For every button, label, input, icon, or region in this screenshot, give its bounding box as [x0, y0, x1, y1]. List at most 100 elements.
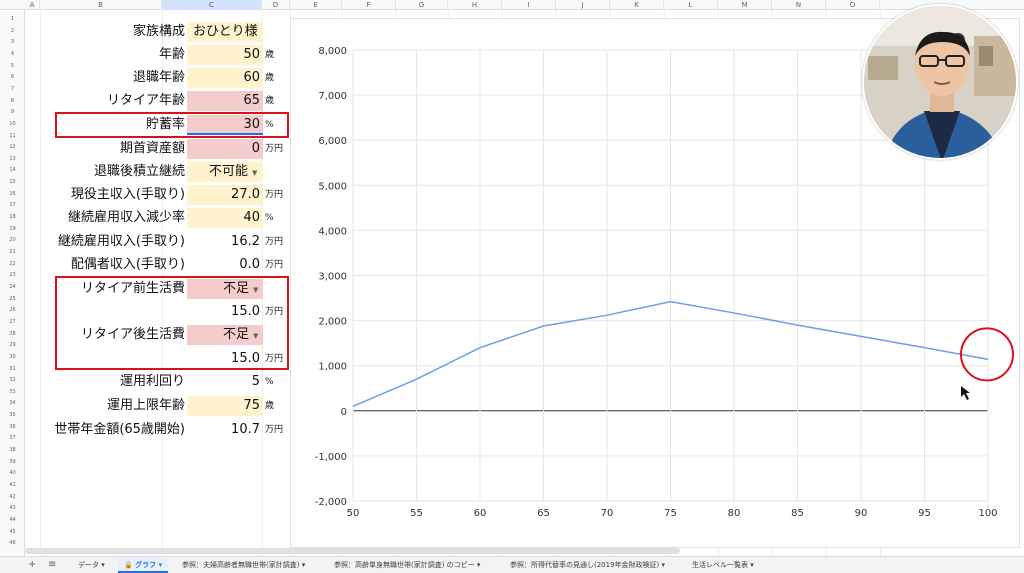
rehire-cut-input[interactable]: 40: [187, 208, 263, 228]
column-header-cell[interactable]: I: [502, 0, 556, 10]
presenter-image: [864, 6, 1016, 158]
row-header-cell[interactable]: 33: [9, 388, 16, 395]
row-header-cell[interactable]: 40: [9, 470, 16, 477]
pension-value: 10.7: [231, 422, 260, 437]
row-header-cell[interactable]: 34: [9, 400, 16, 407]
row-header-cell[interactable]: 7: [10, 85, 15, 92]
row-header-cell[interactable]: 30: [9, 353, 16, 360]
row-header-cell[interactable]: 41: [9, 482, 16, 488]
post-living-select[interactable]: 不足 ▼: [187, 325, 263, 345]
presenter-avatar: [862, 4, 1018, 160]
row-header-cell[interactable]: 29: [9, 342, 16, 349]
row-header-cell[interactable]: 36: [9, 423, 16, 430]
row-header-cell[interactable]: 45: [9, 528, 16, 535]
dropdown-arrow-icon: ▾: [661, 561, 666, 569]
column-header-cell[interactable]: L: [664, 0, 718, 10]
row-header-cell[interactable]: 4: [10, 50, 15, 57]
row-header-cell[interactable]: 15: [9, 179, 16, 186]
row-header-cell[interactable]: 9: [10, 109, 15, 116]
column-header-cell[interactable]: K: [610, 0, 664, 10]
column-header-cell[interactable]: A: [25, 0, 40, 10]
all-sheets-menu-icon[interactable]: ≡: [48, 559, 57, 570]
row-header-cell[interactable]: 21: [9, 249, 16, 255]
row-header-cell[interactable]: 16: [9, 190, 16, 197]
tab-ref-replacement-rate[interactable]: 参照：所得代替率の見通し(2019年金財政検証) ▾: [504, 557, 671, 573]
row-header-cell[interactable]: 13: [9, 155, 16, 162]
column-header-cell[interactable]: C: [162, 0, 262, 10]
tab-data[interactable]: データ ▾: [72, 557, 111, 573]
add-sheet-icon[interactable]: +: [28, 559, 37, 570]
tab-living-level[interactable]: 生活レベル一覧表 ▾: [686, 557, 760, 573]
income-input[interactable]: 27.0: [187, 185, 263, 205]
row-header-cell[interactable]: 6: [10, 74, 15, 81]
row-header-cell[interactable]: 42: [9, 493, 16, 500]
row-header-cell[interactable]: 19: [9, 225, 16, 232]
row-header-cell[interactable]: 18: [9, 214, 16, 221]
row-header-cell[interactable]: 38: [9, 447, 16, 454]
row-header-cell[interactable]: 28: [9, 330, 16, 337]
horizontal-scrollbar[interactable]: [25, 548, 680, 554]
label-pension: 世帯年金額(65歳開始): [54, 422, 185, 437]
column-header-cell[interactable]: N: [772, 0, 826, 10]
row-header-cell[interactable]: 39: [9, 458, 16, 465]
row-header-cell[interactable]: 14: [9, 167, 16, 174]
row-header-cell[interactable]: 32: [9, 377, 16, 384]
tab-graph[interactable]: 🔒 グラフ ▾: [118, 557, 169, 573]
row-retire-age: 退職年齢: [25, 67, 187, 89]
row-header-cell[interactable]: 31: [9, 365, 16, 372]
column-header-cell[interactable]: M: [718, 0, 772, 10]
row-header-cell[interactable]: 22: [9, 260, 16, 267]
tab-label: 参照：所得代替率の見通し(2019年金財政検証): [510, 561, 660, 569]
max-age-input[interactable]: 75: [187, 396, 263, 416]
row-header-cell[interactable]: 43: [9, 505, 16, 512]
row-header-cell[interactable]: 10: [9, 120, 16, 127]
column-header-cell[interactable]: B: [40, 0, 162, 10]
row-header-cell[interactable]: 46: [9, 540, 16, 547]
row-header-cell[interactable]: 20: [9, 237, 16, 244]
row-header-cell[interactable]: 3: [10, 39, 15, 46]
tab-ref-couple[interactable]: 参照：夫婦高齢者無職世帯(家計調査) ▾: [176, 557, 311, 573]
row-header-cell[interactable]: 44: [9, 516, 16, 523]
continue-saving-select[interactable]: 不可能 ▼: [187, 162, 263, 182]
row-header-cell[interactable]: 35: [9, 412, 16, 419]
retire-age2-input[interactable]: 65: [187, 91, 263, 111]
row-header-cell[interactable]: 23: [9, 272, 16, 279]
age-input[interactable]: 50: [187, 45, 263, 65]
label-family: 家族構成: [132, 24, 185, 39]
row-header-cell[interactable]: 12: [9, 144, 16, 151]
column-header-cell[interactable]: G: [396, 0, 448, 10]
row-header-cell[interactable]: 8: [10, 97, 15, 104]
yield-input[interactable]: 5: [251, 374, 260, 389]
row-header-cell[interactable]: 25: [9, 295, 16, 302]
row-initial-asset: 期首資産額: [25, 138, 187, 160]
retire-age2-unit: 歳: [265, 96, 275, 106]
x-tick-label: 100: [978, 508, 997, 519]
row-header-cell[interactable]: 11: [9, 132, 16, 139]
row-header-cell[interactable]: 37: [9, 435, 16, 442]
row-header-cell[interactable]: 5: [10, 62, 15, 69]
row-header-cell[interactable]: 2: [10, 27, 15, 34]
row-header-cell[interactable]: 1: [10, 16, 15, 22]
pre-living-select[interactable]: 不足 ▼: [187, 279, 263, 299]
row-header-cell[interactable]: 26: [9, 307, 16, 314]
column-header-cell[interactable]: D: [262, 0, 290, 10]
column-header-cell[interactable]: E: [290, 0, 342, 10]
tab-ref-single[interactable]: 参照：高齢単身無職世帯(家計調査) のコピー ▾: [328, 557, 486, 573]
saving-rate-input[interactable]: 30: [187, 115, 263, 135]
row-header-cell[interactable]: 24: [9, 283, 16, 290]
initial-asset-input[interactable]: 0: [187, 139, 263, 159]
dropdown-arrow-icon: ▾: [158, 561, 163, 569]
row-header-cell[interactable]: 27: [9, 318, 16, 325]
lock-icon: 🔒: [124, 561, 133, 569]
column-header-cell[interactable]: J: [556, 0, 610, 10]
column-header-cell[interactable]: O: [826, 0, 880, 10]
column-header-cell[interactable]: F: [342, 0, 396, 10]
pre-living-value: 不足: [223, 281, 250, 296]
column-header-cell[interactable]: H: [448, 0, 502, 10]
family-select[interactable]: おひとり様▼: [187, 22, 263, 57]
y-tick-label: 6,000: [318, 136, 347, 147]
row-header-cell[interactable]: 17: [9, 202, 16, 209]
retire-age-input[interactable]: 60: [187, 68, 263, 88]
annotation-box-living-cost: [55, 276, 289, 370]
row-rehire-cut: 継続雇用収入減少率: [25, 207, 187, 229]
